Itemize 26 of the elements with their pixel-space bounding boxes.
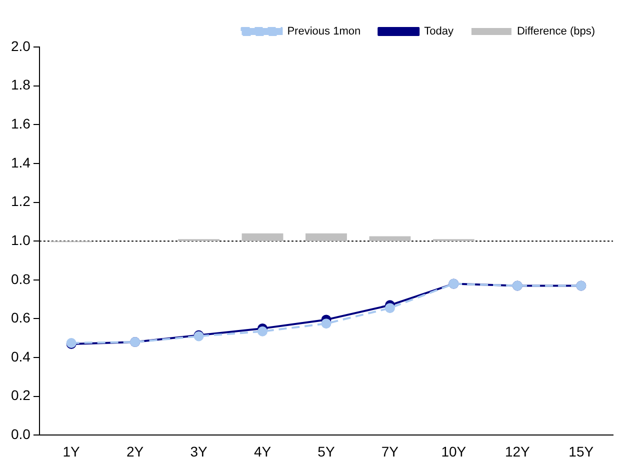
x-tick-label: 15Y — [568, 443, 594, 460]
y-tick-label: 1.8 — [10, 76, 31, 93]
y-tick-label: 0.0 — [10, 426, 31, 442]
y-tick-label: 0.6 — [10, 310, 31, 326]
y-tick-label: 1.6 — [10, 116, 31, 132]
x-tick-label: 7Y — [381, 443, 400, 460]
x-tick-label: 5Y — [318, 443, 336, 460]
legend-label: Previous 1mon — [287, 26, 361, 38]
x-tick-label: 2Y — [126, 443, 144, 460]
legend-label: Today — [424, 26, 454, 38]
legend-label: Difference (bps) — [516, 26, 596, 38]
point — [258, 326, 268, 336]
x-tick-label: 10Y — [441, 443, 467, 460]
x-tick-label: 12Y — [504, 443, 531, 460]
y-tick-label: 0.8 — [10, 270, 31, 287]
x-tick-label: 4Y — [254, 443, 272, 460]
y-tick-label: 0.2 — [10, 387, 31, 404]
y-tick-label: 1.0 — [10, 232, 31, 248]
point — [321, 318, 332, 329]
y-tick-label: 1.4 — [10, 154, 31, 170]
y-tick-label: 1.2 — [10, 193, 31, 210]
x-tick-label: 1Y — [62, 443, 81, 460]
y-tick-label: 0.4 — [10, 348, 31, 364]
y-tick-label: 2.0 — [10, 38, 31, 54]
x-tick-label: 3Y — [190, 443, 208, 460]
point — [384, 303, 395, 314]
